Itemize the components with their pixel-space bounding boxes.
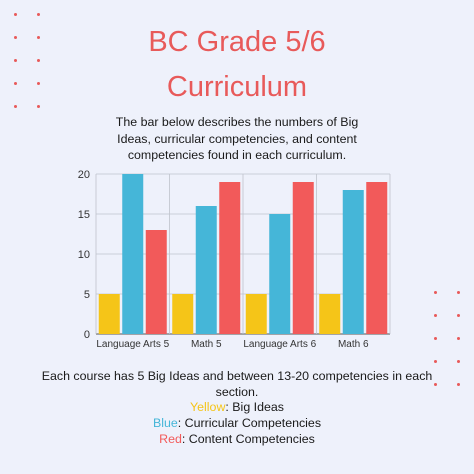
x-tick-label: Math 6	[338, 339, 369, 350]
bar	[195, 206, 217, 334]
bar	[319, 294, 341, 334]
footer-summary: Each course has 5 Big Ideas and between …	[41, 369, 433, 400]
bar	[145, 230, 167, 334]
bar	[245, 294, 267, 334]
legend-entry: Yellow: Big Ideas	[0, 399, 474, 415]
y-tick-label: 15	[78, 209, 90, 221]
page-title-line-1: BC Grade 5/6	[148, 26, 326, 58]
legend-color-word: Blue	[152, 416, 178, 430]
chart-description: The bar below describes the numbers of B…	[115, 115, 359, 162]
bar	[122, 174, 144, 334]
y-tick-label: 5	[84, 289, 90, 301]
y-tick-label: 0	[84, 329, 90, 341]
legend-separator: :	[225, 400, 233, 414]
bar	[269, 214, 291, 334]
x-tick-label: Language Arts 5	[96, 339, 169, 350]
bar	[219, 182, 241, 334]
page-title-line-2: Curriculum	[166, 71, 308, 103]
legend-separator: :	[181, 432, 189, 446]
x-tick-label: Language Arts 6	[243, 339, 316, 350]
legend-color-word: Yellow	[190, 400, 226, 414]
legend-meaning: Content Competencies	[188, 432, 315, 446]
bar	[172, 294, 194, 334]
bar	[366, 182, 388, 334]
legend-color-word: Red	[159, 432, 182, 446]
legend-entry: Blue: Curricular Competencies	[0, 415, 474, 431]
bar	[98, 294, 120, 334]
legend-separator: :	[177, 416, 185, 430]
x-tick-label: Math 5	[191, 339, 222, 350]
legend-meaning: Big Ideas	[232, 400, 284, 414]
bar	[292, 182, 314, 334]
bar	[342, 190, 364, 334]
y-tick-label: 20	[78, 169, 90, 181]
legend-meaning: Curricular Competencies	[184, 416, 322, 430]
y-tick-label: 10	[78, 249, 90, 261]
legend-entry: Red: Content Competencies	[0, 431, 474, 447]
